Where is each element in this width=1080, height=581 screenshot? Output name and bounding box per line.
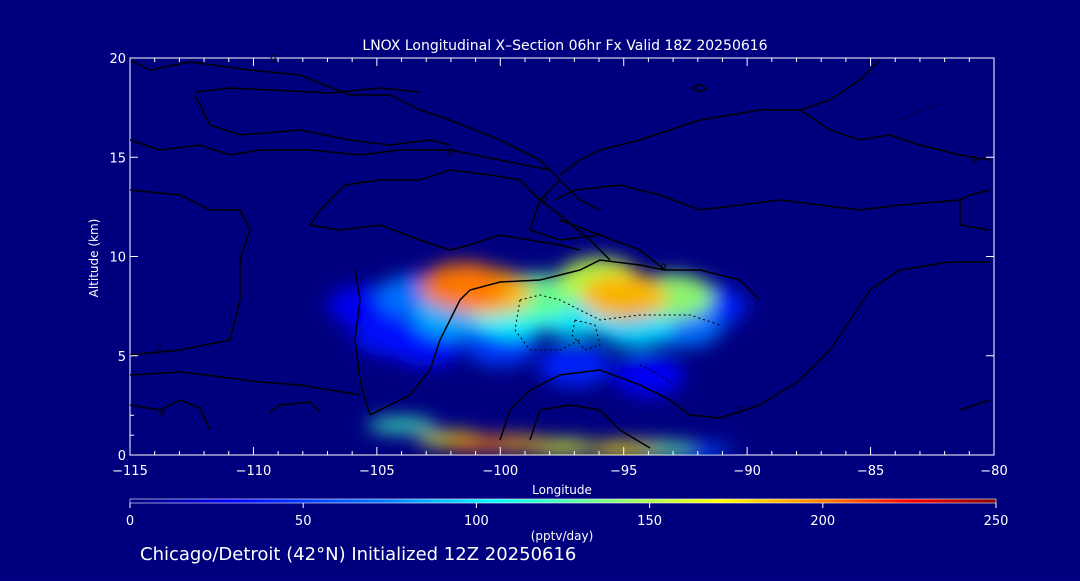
contour-line (130, 59, 601, 211)
contour-line (559, 149, 601, 176)
contour-line (799, 109, 991, 161)
contour-line (130, 371, 361, 396)
chart-subtitle: Chicago/Detroit (42°N) Initialized 12Z 2… (140, 544, 576, 565)
colorbar-tick-label: 100 (464, 514, 489, 529)
contour-line (959, 399, 991, 411)
contour-line (269, 401, 321, 413)
contour-line (499, 261, 990, 441)
contour-line (309, 224, 581, 251)
contour-line (690, 83, 708, 93)
y-tick-label: 0 (118, 449, 126, 464)
x-tick-label: −105 (359, 464, 395, 479)
colorbar-tick-label: 50 (295, 514, 312, 529)
contour-line (309, 169, 611, 261)
contour-line (529, 179, 601, 241)
x-tick-label: −95 (610, 464, 637, 479)
contour-line (194, 87, 421, 94)
dotted-contour-line (899, 104, 941, 121)
contour-label: 0 (448, 147, 454, 158)
x-tick-label: −85 (857, 464, 884, 479)
contour-label: 0 (270, 54, 276, 65)
colorbar-tick-label: 200 (810, 514, 835, 529)
x-tick-label: −115 (112, 464, 148, 479)
contour-labels: 0 0 0 0 0 0 0 0 (156, 54, 977, 418)
contour-line (130, 189, 251, 356)
dotted-contour-lines (514, 104, 941, 386)
colorbar-tick-label: 0 (126, 514, 134, 529)
field-cell (441, 436, 510, 451)
y-tick-label: 15 (109, 151, 126, 166)
plot-area (129, 57, 995, 456)
y-tick-label: 10 (109, 251, 126, 266)
colorbar-ticks: 0 50 100 150 200 250 (126, 503, 1009, 529)
x-tick-label: −90 (733, 464, 760, 479)
contour-label: 0 (660, 262, 666, 273)
y-axis-label: Altitude (km) (87, 219, 101, 298)
x-tick-label: −80 (980, 464, 1007, 479)
y-tick-label: 5 (118, 350, 126, 365)
colorbar-tick-label: 150 (637, 514, 662, 529)
field-blobs (329, 257, 747, 455)
dotted-contour-line (514, 299, 581, 351)
contour-line (554, 184, 961, 211)
contour-line (599, 59, 881, 151)
x-axis-label: Longitude (532, 483, 592, 497)
contour-line (529, 404, 651, 449)
contour-label: 0 (971, 155, 977, 166)
y-tick-label: 20 (109, 52, 126, 67)
contour-label: 0 (159, 407, 165, 418)
x-tick-label: −100 (482, 464, 518, 479)
contour-label: 0 (737, 405, 743, 416)
axes: −115 −110 −105 −100 −95 −90 −85 −80 0 5 10 15 20 (109, 52, 1007, 479)
colorbar-label: (pptv/day) (531, 529, 594, 543)
colorbar-tick-label: 250 (984, 514, 1009, 529)
contour-line (354, 269, 371, 416)
field-cell (612, 355, 684, 397)
x-tick-label: −110 (236, 464, 272, 479)
contour-line (194, 94, 451, 146)
contour-line (369, 259, 666, 416)
field-cell (580, 272, 667, 320)
contour-line (130, 399, 211, 431)
contour-line (130, 139, 551, 171)
field-cell (367, 418, 436, 433)
contour-line (959, 189, 991, 231)
field-cell (419, 262, 507, 311)
chart-title: LNOX Longitudinal X–Section 06hr Fx Vali… (362, 38, 767, 54)
lightning-nox-field (329, 257, 747, 455)
contour-lines (130, 59, 991, 449)
contour-label: 0 (156, 344, 162, 355)
contour-label: 0 (542, 195, 548, 206)
colorbar (129, 498, 997, 504)
